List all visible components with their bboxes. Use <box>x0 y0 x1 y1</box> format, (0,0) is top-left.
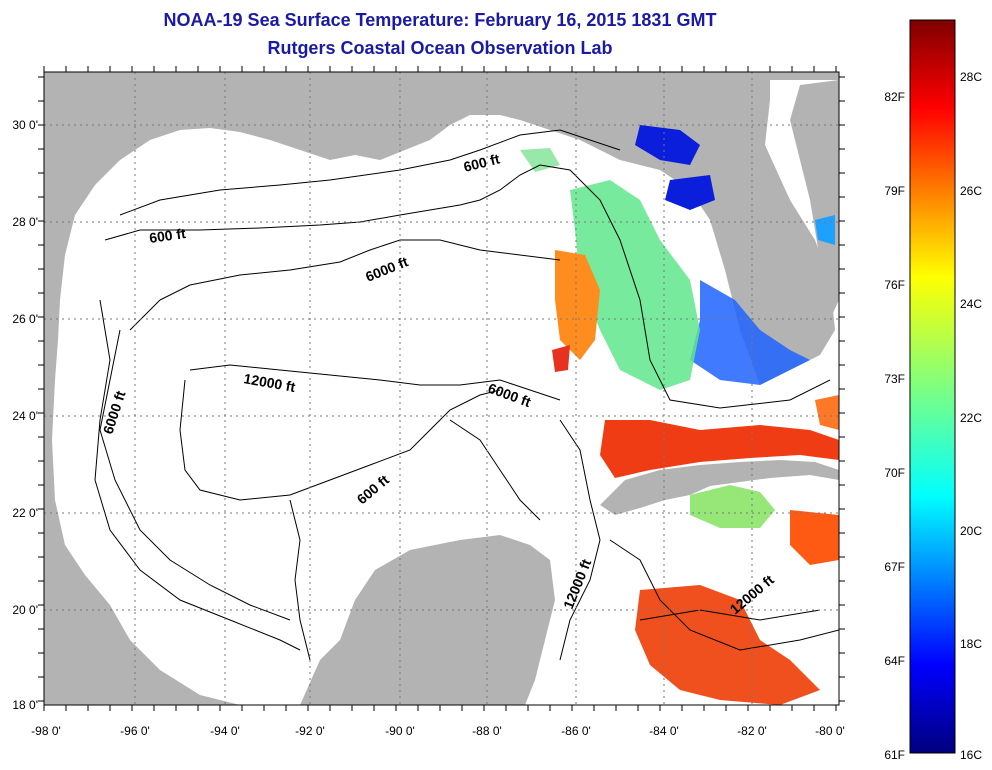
colorbar-f-label: 67F <box>884 560 905 574</box>
colorbar <box>909 19 956 754</box>
lon-label: -88 0' <box>472 724 502 738</box>
colorbar-f-label: 70F <box>884 466 905 480</box>
lat-label: 30 0' <box>12 118 38 132</box>
colorbar-c-label: 26C <box>960 184 982 198</box>
lon-label: -86 0' <box>561 724 591 738</box>
lat-label: 26 0' <box>12 312 38 326</box>
sst-warm-east <box>790 510 839 565</box>
lat-label: 20 0' <box>12 603 38 617</box>
land-cuba <box>600 460 839 515</box>
lon-label: -90 0' <box>385 724 415 738</box>
sst-warm-west-patch <box>552 345 570 372</box>
lon-label: -92 0' <box>295 724 325 738</box>
lon-label: -94 0' <box>210 724 240 738</box>
colorbar-c-label: 24C <box>960 297 982 311</box>
lon-label: -96 0' <box>120 724 150 738</box>
colorbar-f-label: 64F <box>884 654 905 668</box>
map-title: NOAA-19 Sea Surface Temperature: Februar… <box>163 10 717 30</box>
lat-label: 28 0' <box>12 215 38 229</box>
land-florida-east <box>790 80 839 330</box>
colorbar-f-label: 79F <box>884 184 905 198</box>
sst-se-coast <box>815 395 839 430</box>
land-north-america <box>44 72 839 705</box>
contour-label: 600 ft <box>148 225 187 246</box>
colorbar-f-label: 73F <box>884 372 905 386</box>
bathymetry-contours <box>94 129 839 661</box>
colorbar-f-label: 82F <box>884 90 905 104</box>
map-subtitle: Rutgers Coastal Ocean Observation Lab <box>267 38 613 58</box>
graticule <box>44 72 839 705</box>
lat-label: 24 0' <box>12 409 38 423</box>
sst-cold-tampa <box>665 175 715 210</box>
lon-label: -98 0' <box>31 724 61 738</box>
colorbar-c-label: 18C <box>960 637 982 651</box>
lon-label: -84 0' <box>649 724 679 738</box>
colorbar-c-label: 16C <box>960 748 982 762</box>
sst-warm-straits <box>600 420 839 478</box>
sst-warm-loop-current <box>555 250 600 360</box>
colorbar-f-label: 61F <box>884 748 905 762</box>
sst-north-patch <box>520 148 560 172</box>
sst-cuba-coast <box>690 485 775 528</box>
sst-cold-big-bend <box>635 125 700 165</box>
lat-label: 18 0' <box>12 698 38 712</box>
lon-label: -82 0' <box>737 724 767 738</box>
colorbar-c-label: 28C <box>960 70 982 84</box>
sst-cold-florida-shelf <box>690 280 810 385</box>
lon-label: -80 0' <box>815 724 845 738</box>
colorbar-c-label: 20C <box>960 524 982 538</box>
colorbar-f-label: 76F <box>884 278 905 292</box>
lat-label: 22 0' <box>12 506 38 520</box>
colorbar-c-label: 22C <box>960 411 982 425</box>
axis-ticks <box>38 66 845 711</box>
land-yucatan <box>300 535 555 705</box>
